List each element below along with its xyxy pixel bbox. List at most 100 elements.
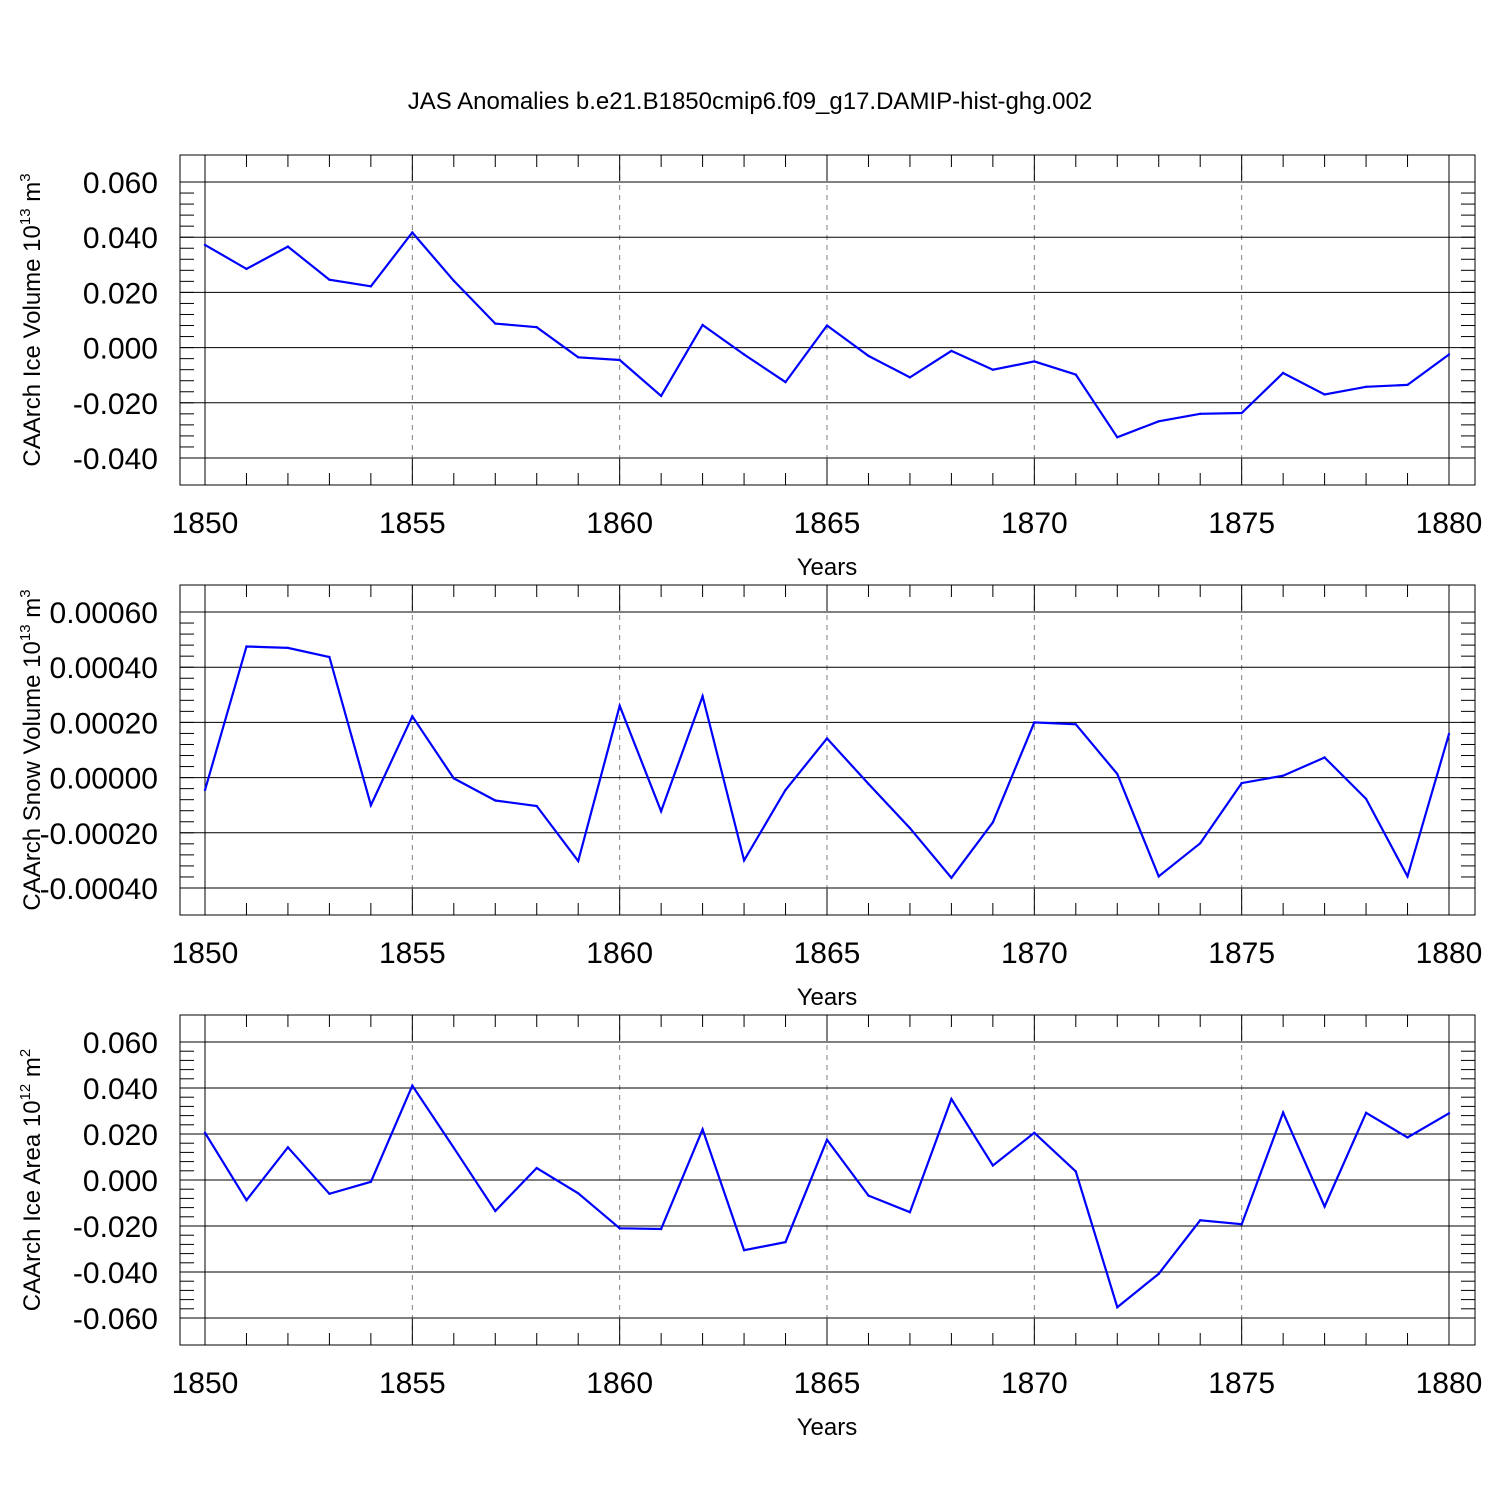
data-point (203, 1131, 207, 1135)
data-point (328, 1192, 331, 1196)
x-tick-label: 1875 (1208, 1367, 1275, 1400)
data-point (659, 1227, 663, 1231)
data-point (1033, 721, 1036, 724)
y-tick-label: -0.00020 (40, 818, 158, 851)
data-point (1364, 1111, 1368, 1115)
x-tick-label: 1850 (172, 507, 239, 540)
data-point (784, 380, 787, 384)
data-point (286, 245, 290, 248)
data-point (908, 376, 912, 379)
y-tick-label: 0.040 (83, 1073, 158, 1106)
y-tick-label: -0.020 (73, 388, 158, 421)
x-tick-label: 1880 (1416, 937, 1483, 970)
data-point (1074, 373, 1078, 376)
y-axis-title: CAArch Ice Area 1012 m2 (17, 1049, 46, 1311)
y-tick-label: 0.00060 (50, 597, 158, 630)
y-axis-title-unit-exponent: 3 (17, 173, 34, 181)
data-point (411, 1084, 414, 1087)
data-point (369, 804, 373, 807)
y-tick-label: 0.00040 (50, 652, 158, 685)
data-point (1157, 875, 1160, 878)
y-tick-label: -0.040 (73, 443, 158, 476)
data-point (1323, 756, 1326, 759)
x-tick-label: 1880 (1416, 507, 1483, 540)
data-point (494, 322, 497, 325)
data-point (867, 1194, 870, 1197)
data-point (1116, 436, 1119, 439)
data-point (950, 876, 953, 879)
data-point (618, 1227, 621, 1230)
data-point (245, 645, 248, 648)
y-tick-label: 0.040 (83, 222, 158, 255)
data-point (535, 804, 538, 808)
data-point (908, 826, 912, 830)
y-tick-label: -0.040 (73, 1257, 158, 1290)
y-tick-label: 0.00000 (50, 763, 158, 796)
data-point (577, 356, 580, 359)
y-axis-title-unit-exponent: 3 (17, 589, 34, 597)
data-point (784, 1240, 787, 1244)
data-point (1074, 1170, 1078, 1173)
y-tick-label: 0.000 (83, 333, 158, 366)
y-axis-title: CAArch Snow Volume 1013 m3 (17, 589, 46, 910)
data-point (618, 358, 621, 362)
data-point (328, 655, 331, 659)
y-tick-label: 0.020 (83, 277, 158, 310)
x-tick-label: 1865 (794, 1367, 861, 1400)
data-point (286, 1146, 290, 1149)
data-point (825, 1138, 829, 1141)
data-point (701, 323, 704, 327)
data-point (742, 353, 746, 356)
panel-3: -0.060 -0.040 -0.020 0.000 0.020 0.040 0.060 18… (17, 1014, 1482, 1441)
data-point (618, 704, 621, 708)
data-point (577, 1192, 580, 1195)
y-tick-label: 0.060 (83, 1027, 158, 1060)
y-tick-label: 0.020 (83, 1119, 158, 1152)
data-point (1116, 772, 1119, 776)
x-tick-label: 1860 (586, 937, 653, 970)
x-tick-label: 1855 (379, 1367, 446, 1400)
x-tick-label: 1870 (1001, 937, 1068, 970)
data-point (1281, 774, 1285, 777)
y-tick-label: 0.000 (83, 1165, 158, 1198)
data-point (991, 821, 995, 824)
data-point (1240, 1222, 1243, 1226)
data-point (701, 1128, 704, 1131)
data-point (369, 285, 373, 288)
data-point (1033, 360, 1036, 363)
x-tick-label: 1850 (172, 937, 239, 970)
chart-title: JAS Anomalies b.e21.B1850cmip6.f09_g17.D… (408, 88, 1092, 115)
data-point (411, 231, 414, 234)
x-tick-label: 1855 (379, 937, 446, 970)
panel-1: -0.040 -0.020 0.000 0.020 0.040 0.060 1850 1855… (17, 154, 1483, 581)
data-point (577, 859, 580, 863)
x-tick-label: 1865 (794, 507, 861, 540)
data-point (825, 737, 829, 740)
data-point (1323, 393, 1326, 396)
data-point (950, 1097, 953, 1101)
data-point (1157, 1272, 1160, 1276)
x-tick-label: 1860 (586, 507, 653, 540)
x-axis-title: Years (797, 554, 858, 581)
y-axis-title-exponent: 12 (17, 1084, 34, 1101)
y-axis-title-text: CAArch Ice Volume 10 (19, 225, 46, 466)
data-point (328, 278, 331, 281)
data-point (1116, 1305, 1119, 1309)
y-tick-label: -0.060 (73, 1303, 158, 1336)
data-point (203, 788, 207, 792)
x-tick-label: 1875 (1208, 507, 1275, 540)
data-point (369, 1180, 373, 1184)
data-point (1281, 1111, 1285, 1114)
x-tick-label: 1870 (1001, 507, 1068, 540)
y-axis-title: CAArch Ice Volume 1013 m3 (17, 173, 46, 466)
panel-2: -0.00040 -0.00020 0.00000 0.00020 0.00040 0.0… (17, 584, 1483, 1011)
data-point (1406, 875, 1409, 878)
y-axis-title-exponent: 13 (17, 208, 34, 225)
y-tick-label: -0.020 (73, 1211, 158, 1244)
data-point (1364, 385, 1368, 388)
data-point (1033, 1131, 1036, 1135)
data-point (1447, 1112, 1451, 1115)
data-point (867, 354, 870, 358)
data-point (1199, 1219, 1202, 1222)
